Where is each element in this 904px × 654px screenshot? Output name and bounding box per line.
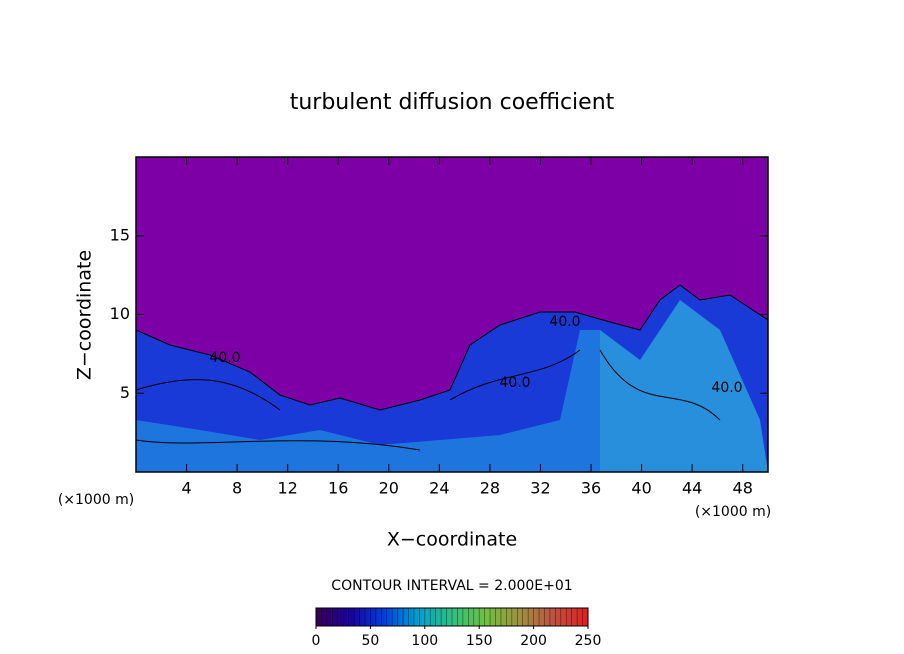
x-tick-label: 12 bbox=[278, 479, 298, 498]
colorbar-tick-label: 200 bbox=[520, 633, 547, 649]
x-axis-label: X−coordinate bbox=[387, 529, 517, 551]
colorbar-tick-label: 250 bbox=[575, 633, 602, 649]
x-tick-label: 28 bbox=[480, 479, 500, 498]
x-tick-label: 44 bbox=[682, 479, 702, 498]
contour-label: 40.0 bbox=[711, 380, 742, 396]
contour-label: 40.0 bbox=[549, 314, 580, 330]
colorbar-tick-label: 100 bbox=[411, 633, 438, 649]
x-tick-label: 48 bbox=[733, 479, 753, 498]
y-tick-label: 5 bbox=[120, 383, 130, 402]
x-tick-label: 16 bbox=[328, 479, 348, 498]
x-tick-label: 4 bbox=[181, 479, 191, 498]
contour-label: 40.0 bbox=[499, 375, 530, 391]
field-shading bbox=[600, 300, 768, 472]
x-tick-label: 24 bbox=[429, 479, 449, 498]
y-tick-label: 10 bbox=[110, 304, 130, 323]
chart-title: turbulent diffusion coefficient bbox=[290, 90, 615, 115]
y-axis-label: Z−coordinate bbox=[74, 250, 96, 380]
y-unit-label: (×1000 m) bbox=[58, 492, 134, 508]
x-tick-label: 36 bbox=[581, 479, 601, 498]
contour-interval: CONTOUR INTERVAL = 2.000E+01 bbox=[331, 578, 572, 594]
field-shading bbox=[135, 349, 721, 451]
x-tick-label: 32 bbox=[530, 479, 550, 498]
colorbar-tick-label: 0 bbox=[312, 633, 321, 649]
x-tick-label: 8 bbox=[232, 479, 242, 498]
x-tick-label: 40 bbox=[631, 479, 651, 498]
x-unit-label: (×1000 m) bbox=[695, 504, 771, 520]
field-shading bbox=[136, 330, 600, 472]
colorbar-tick-label: 150 bbox=[466, 633, 493, 649]
colorbar-tick-label: 50 bbox=[361, 633, 379, 649]
y-tick-label: 15 bbox=[110, 225, 130, 244]
contour-label: 40.0 bbox=[209, 350, 240, 366]
x-tick-label: 20 bbox=[379, 479, 399, 498]
